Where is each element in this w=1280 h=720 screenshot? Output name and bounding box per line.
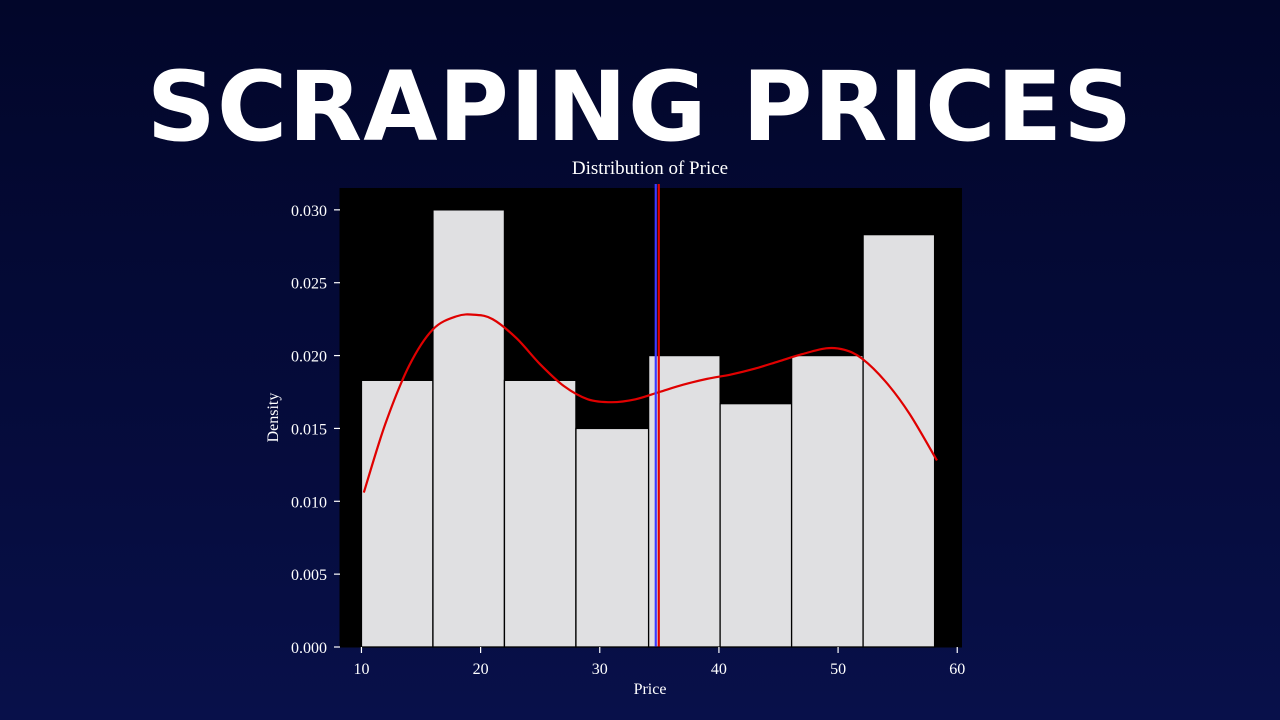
x-axis-label: Price (634, 681, 667, 698)
histogram-bar-4 (575, 427, 650, 648)
headline: SCRAPING PRICES (146, 51, 1134, 163)
histogram-bar-7 (790, 354, 864, 648)
x-tick-label: 20 (473, 661, 489, 678)
chart-title: Distribution of Price (572, 158, 728, 179)
x-tick-label: 30 (592, 661, 608, 678)
histogram-bar-1 (360, 379, 434, 648)
histogram-bar-6 (719, 403, 793, 648)
histogram-bar-8 (862, 233, 936, 648)
x-tick-label: 60 (949, 661, 965, 678)
x-tick-label: 50 (830, 661, 846, 678)
y-tick-label: 0.000 (291, 640, 327, 657)
y-axis-label: Density (265, 393, 282, 443)
y-tick-label: 0.020 (291, 349, 327, 366)
y-tick-label: 0.030 (291, 203, 327, 220)
y-tick-label: 0.025 (291, 276, 327, 293)
kde-curve (362, 313, 938, 493)
histogram-bar-2 (432, 209, 506, 648)
x-tick-label: 40 (711, 661, 727, 678)
histogram-bar-3 (503, 379, 577, 648)
y-tick-label: 0.010 (291, 494, 327, 511)
x-tick-label: 10 (353, 661, 369, 678)
y-tick-label: 0.005 (291, 567, 327, 584)
y-tick-label: 0.015 (291, 421, 327, 438)
